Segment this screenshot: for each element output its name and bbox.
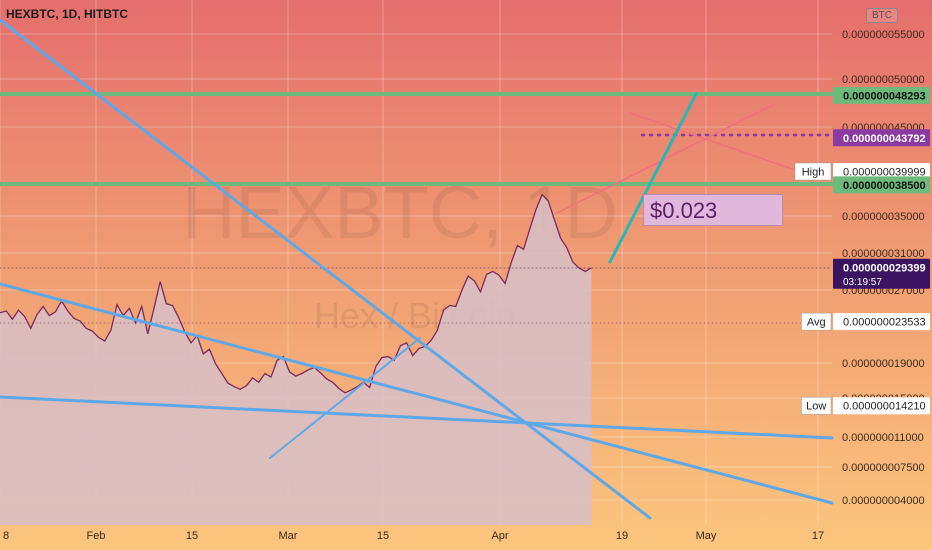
x-tick-label: May [696,530,717,542]
level-value: 0.000000029399 [843,262,926,274]
projection-line-down [629,112,796,171]
y-tick-label: 0.000000031000 [842,248,925,260]
level-value: 0.000000038500 [843,180,926,192]
level-label: Low [806,401,826,413]
breakout-projection [608,92,698,264]
price-area-fill [0,194,592,525]
y-axis: 0.0000000550000.0000000500000.0000000450… [842,29,925,507]
y-tick-label: 0.000000050000 [842,74,925,86]
y-tick-label: 0.000000011000 [842,432,924,444]
level-tag-bg [833,397,930,415]
level-label-bg [801,396,832,415]
y-tick-label: 0.000000019000 [842,358,925,370]
x-tick-label: 15 [186,530,198,542]
x-tick-label: 15 [377,530,389,542]
level-tag-bg [833,313,930,331]
level-label-bg [801,312,832,331]
projection-line-up [556,103,776,214]
x-tick-label: Apr [491,530,508,542]
x-tick-label: 17 [812,530,824,542]
drawings-layer [0,18,834,520]
level-tag-bg [833,163,930,181]
level-value: 0.000000014210 [843,401,926,413]
level-value: 0.000000039999 [843,167,926,179]
level-label-bg [794,162,832,181]
x-axis: 8 Feb 15 Mar 15 Apr 19 May 17 [3,530,824,542]
y-tick-label: 0.000000004000 [842,495,925,507]
x-tick-label: Mar [279,530,298,542]
y-tick-label: 0.000000035000 [842,211,925,223]
level-tag-bg [833,258,930,289]
level-label: High [802,167,825,179]
level-tag-bg [833,129,930,147]
currency-badge[interactable]: BTC [866,8,898,23]
level-value: 0.000000048293 [843,90,926,102]
level-tag-bg [833,86,930,104]
x-tick-label: Feb [87,530,106,542]
level-countdown: 03:19:57 [843,277,882,288]
price-line [0,193,592,394]
price-levels: 0.000000048293 0.000000043792 0.0000000399… [794,86,930,415]
trendline-4 [269,337,421,459]
x-tick-label: 8 [3,530,9,542]
trendline-3 [0,395,834,440]
level-value: 0.000000023533 [843,317,926,329]
x-tick-label: 19 [616,530,628,542]
trendline-1 [0,18,652,520]
level-label: Avg [807,317,826,329]
level-value: 0.000000043792 [843,133,926,145]
trendline-2 [0,282,834,505]
y-tick-label: 0.000000007500 [842,462,925,474]
price-series [0,193,592,525]
level-tag-bg [833,176,930,194]
symbol-title[interactable]: HEXBTC, 1D, HITBTC [6,7,129,21]
y-tick-label: 0.000000055000 [842,29,925,41]
price-callout[interactable]: $0.023 [643,194,783,226]
